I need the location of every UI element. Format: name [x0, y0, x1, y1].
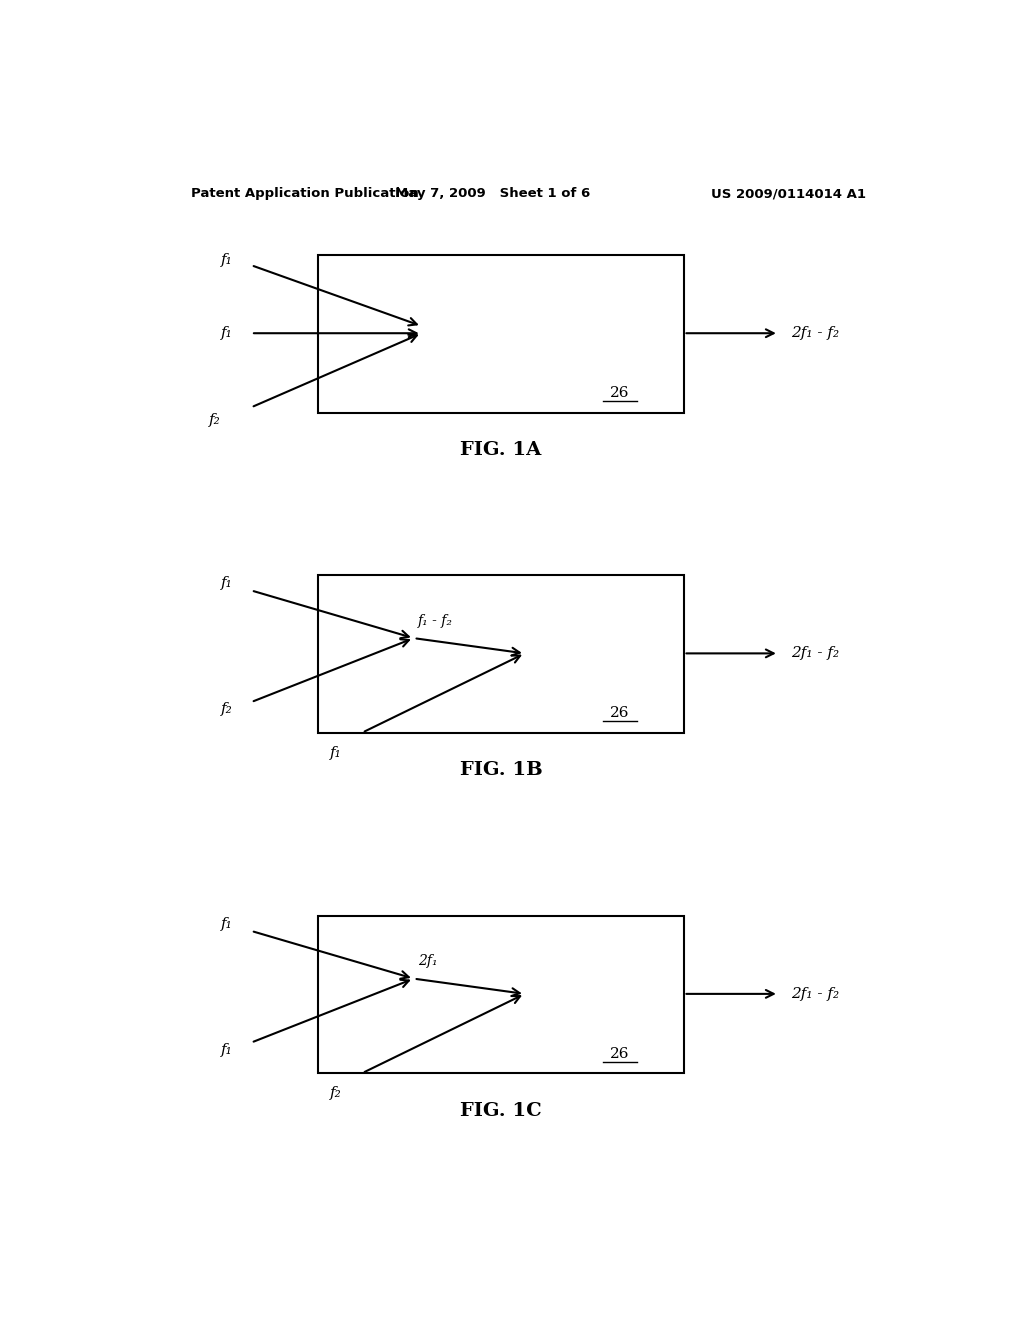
Text: Patent Application Publication: Patent Application Publication [191, 187, 419, 201]
Text: 26: 26 [610, 706, 630, 721]
Text: f₁ - f₂: f₁ - f₂ [418, 614, 453, 628]
Text: f₂: f₂ [210, 413, 221, 426]
Text: f₁: f₁ [221, 577, 233, 590]
Text: FIG. 1C: FIG. 1C [460, 1102, 542, 1119]
Text: 2f₁ - f₂: 2f₁ - f₂ [791, 987, 839, 1001]
Bar [318, 576, 684, 733]
Bar [318, 916, 684, 1073]
Text: 26: 26 [610, 387, 630, 400]
Text: FIG. 1A: FIG. 1A [461, 441, 542, 459]
Text: f₂: f₂ [221, 702, 233, 717]
Text: US 2009/0114014 A1: US 2009/0114014 A1 [711, 187, 866, 201]
Text: f₁: f₁ [221, 253, 233, 267]
Text: f₁: f₁ [221, 917, 233, 931]
Bar [318, 255, 684, 412]
Text: f₂: f₂ [330, 1086, 342, 1101]
Text: 2f₁ - f₂: 2f₁ - f₂ [791, 647, 839, 660]
Text: May 7, 2009   Sheet 1 of 6: May 7, 2009 Sheet 1 of 6 [395, 187, 591, 201]
Text: 26: 26 [610, 1047, 630, 1061]
Text: f₁: f₁ [221, 1043, 233, 1057]
Text: 2f₁: 2f₁ [418, 954, 437, 969]
Text: FIG. 1B: FIG. 1B [460, 762, 543, 779]
Text: f₁: f₁ [330, 746, 342, 760]
Text: 2f₁ - f₂: 2f₁ - f₂ [791, 326, 839, 341]
Text: f₁: f₁ [221, 326, 233, 341]
